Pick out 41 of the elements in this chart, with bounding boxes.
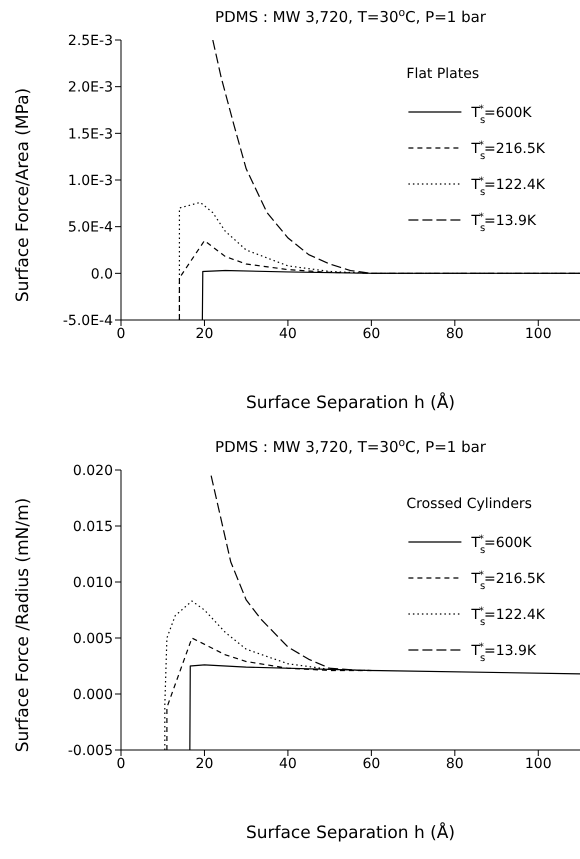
y-tick-label: 1.0E-3 <box>68 172 113 189</box>
x-tick-label: 60 <box>362 756 380 772</box>
legend-label: T$_{s}$$^{*}$=13.9K <box>470 212 537 234</box>
y-tick-label: 0.015 <box>72 518 113 535</box>
y-tick-label: 2.0E-3 <box>68 80 113 96</box>
y-tick-label: 2.5E-3 <box>68 32 113 49</box>
legend-title: Flat Plates <box>406 66 480 82</box>
y-tick-label: 1.5E-3 <box>68 126 113 142</box>
x-tick-label: 100 <box>524 756 552 772</box>
x-tick-label: 80 <box>446 326 464 342</box>
chart-title: PDMS : MW 3,720, T=30$^{o}$C, P=1 bar <box>215 436 487 456</box>
x-axis-title: Surface Separation h (Å) <box>246 392 456 413</box>
x-tick-label: 80 <box>446 756 464 772</box>
y-tick-label: 0.005 <box>72 630 113 647</box>
x-tick-label: 40 <box>278 756 297 772</box>
y-tick-label: 0.0 <box>90 266 113 282</box>
legend-label: T$_{s}$$^{*}$=13.9K <box>470 642 537 664</box>
legend-label: T$_{s}$$^{*}$=216.5K <box>470 140 546 162</box>
legend-title: Crossed Cylinders <box>406 496 532 512</box>
x-tick-label: 20 <box>196 756 214 772</box>
legend-label: T$_{s}$$^{*}$=122.4K <box>470 176 546 198</box>
legend-label: T$_{s}$$^{*}$=600K <box>470 534 532 556</box>
x-tick-label: 20 <box>196 326 214 342</box>
y-axis-title: Surface Force/Area (MPa) <box>13 88 33 302</box>
x-axis-title: Surface Separation h (Å) <box>246 822 456 843</box>
y-axis-title: Surface Force /Radius (mN/m) <box>13 498 33 752</box>
y-tick-label: 0.010 <box>72 574 113 591</box>
legend-label: T$_{s}$$^{*}$=122.4K <box>470 606 546 628</box>
y-tick-label: -5.0E-4 <box>62 312 114 329</box>
legend-label: T$_{s}$$^{*}$=216.5K <box>470 570 546 592</box>
y-tick-label: -0.005 <box>68 742 113 759</box>
x-tick-label: 100 <box>524 326 552 342</box>
x-tick-label: 0 <box>116 326 126 342</box>
chart-title: PDMS : MW 3,720, T=30$^{o}$C, P=1 bar <box>215 6 487 26</box>
y-tick-label: 5.0E-4 <box>68 220 114 236</box>
legend-label: T$_{s}$$^{*}$=600K <box>470 104 532 126</box>
y-tick-label: 0.000 <box>72 686 113 703</box>
x-tick-label: 0 <box>116 756 126 772</box>
x-tick-label: 60 <box>362 326 380 342</box>
y-tick-label: 0.020 <box>72 462 113 479</box>
x-tick-label: 40 <box>278 326 297 342</box>
